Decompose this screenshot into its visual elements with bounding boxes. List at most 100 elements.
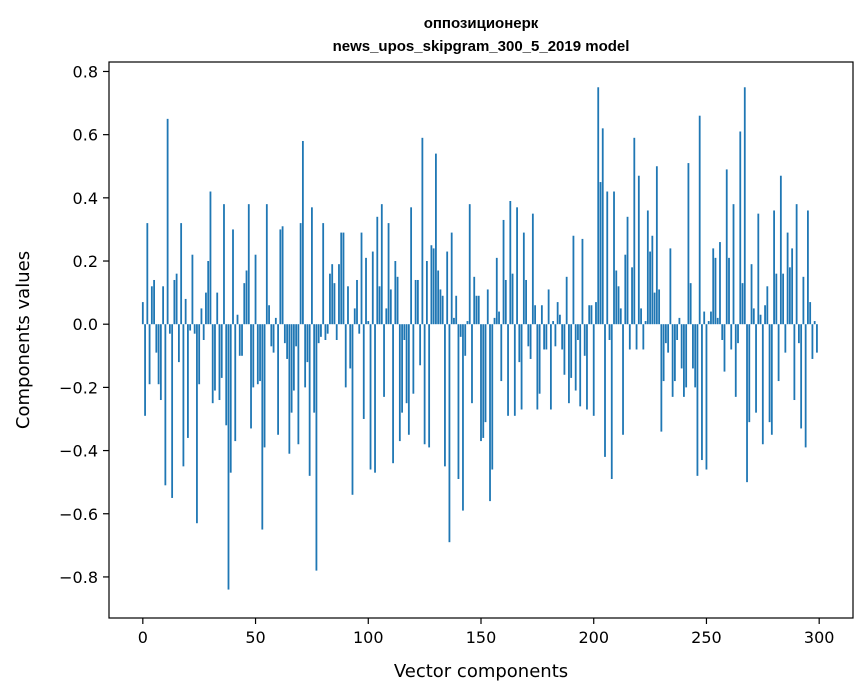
bar-207 [608,324,611,340]
bar-4 [150,286,153,325]
bar-272 [755,324,757,413]
bar-144 [466,321,469,325]
chart-subtitle: news_upos_skipgram_300_5_2019 model [333,38,630,55]
x-tick-label: 150 [466,628,497,647]
bar-9 [162,286,165,325]
bar-48 [250,324,252,429]
bar-154 [489,324,491,502]
bar-125 [423,324,426,445]
bar-72 [304,324,307,388]
bar-60 [277,324,279,435]
y-tick-label: −0.6 [59,505,98,524]
bar-149 [477,295,480,325]
bar-279 [770,324,773,435]
bar-286 [786,232,789,325]
bar-241 [685,324,688,388]
bar-14 [173,279,176,325]
bar-179 [545,324,548,350]
bar-233 [667,324,670,353]
bar-283 [779,175,782,325]
bar-183 [554,324,557,347]
bar-259 [725,169,728,325]
bar-287 [788,267,791,325]
bar-103 [374,324,376,473]
bar-84 [331,264,334,325]
bar-128 [430,245,433,325]
bar-113 [396,276,399,325]
bar-177 [540,305,543,325]
bar-139 [455,295,458,325]
bar-110 [389,289,392,325]
bar-119 [410,207,413,325]
bar-155 [491,324,494,470]
bar-97 [360,232,363,325]
bar-252 [710,311,712,325]
bar-294 [804,324,807,448]
bar-227 [653,292,656,325]
bar-153 [486,289,489,325]
bar-242 [687,163,690,325]
bar-129 [432,248,435,325]
bar-92 [349,324,352,369]
bar-235 [671,324,674,397]
bar-70 [299,223,302,325]
y-tick-label: 0.2 [73,252,98,271]
bar-40 [232,229,234,325]
bar-7 [157,324,160,385]
bar-50 [254,254,257,325]
bar-249 [703,311,706,325]
bar-261 [730,324,733,350]
bar-243 [689,283,692,325]
bar-267 [743,87,746,325]
bar-105 [378,286,381,325]
bar-210 [615,270,618,325]
bar-215 [626,216,629,325]
bar-289 [793,324,796,401]
bar-165 [513,324,516,416]
bar-69 [297,324,300,445]
bar-225 [649,251,651,325]
bar-132 [439,289,442,325]
bar-247 [698,115,701,325]
bar-205 [604,324,606,457]
bar-65 [288,324,291,454]
y-tick-label: −0.4 [59,442,98,461]
bar-268 [746,324,748,483]
bar-1 [144,324,146,416]
bar-112 [394,261,397,325]
bar-55 [265,204,268,325]
x-axis-ticks: 0 50 100 150 200 250 300 [138,618,834,647]
bar-38 [227,324,230,590]
bar-245 [694,324,697,388]
bar-260 [728,257,730,325]
bar-135 [446,251,449,325]
bar-118 [407,324,410,435]
bar-17 [180,223,183,325]
bar-10 [164,324,167,486]
bar-83 [329,273,331,325]
bar-117 [405,324,408,404]
bar-285 [784,324,787,353]
bar-181 [549,324,552,410]
bar-87 [338,264,340,325]
bar-277 [766,286,769,325]
bar-293 [802,276,805,325]
bar-30 [209,191,212,325]
bar-255 [716,317,719,325]
bar-282 [777,324,780,382]
bar-52 [259,324,261,382]
bar-49 [252,324,255,388]
bar-31 [211,324,214,404]
bar-43 [238,324,241,356]
bar-178 [543,324,546,350]
bar-262 [732,204,735,325]
bar-226 [651,235,654,325]
bar-37 [225,324,228,426]
bar-23 [193,324,196,334]
bar-141 [459,324,462,337]
bar-12 [168,324,171,334]
bar-67 [292,324,295,391]
bar-123 [419,324,422,366]
bar-189 [568,324,570,404]
